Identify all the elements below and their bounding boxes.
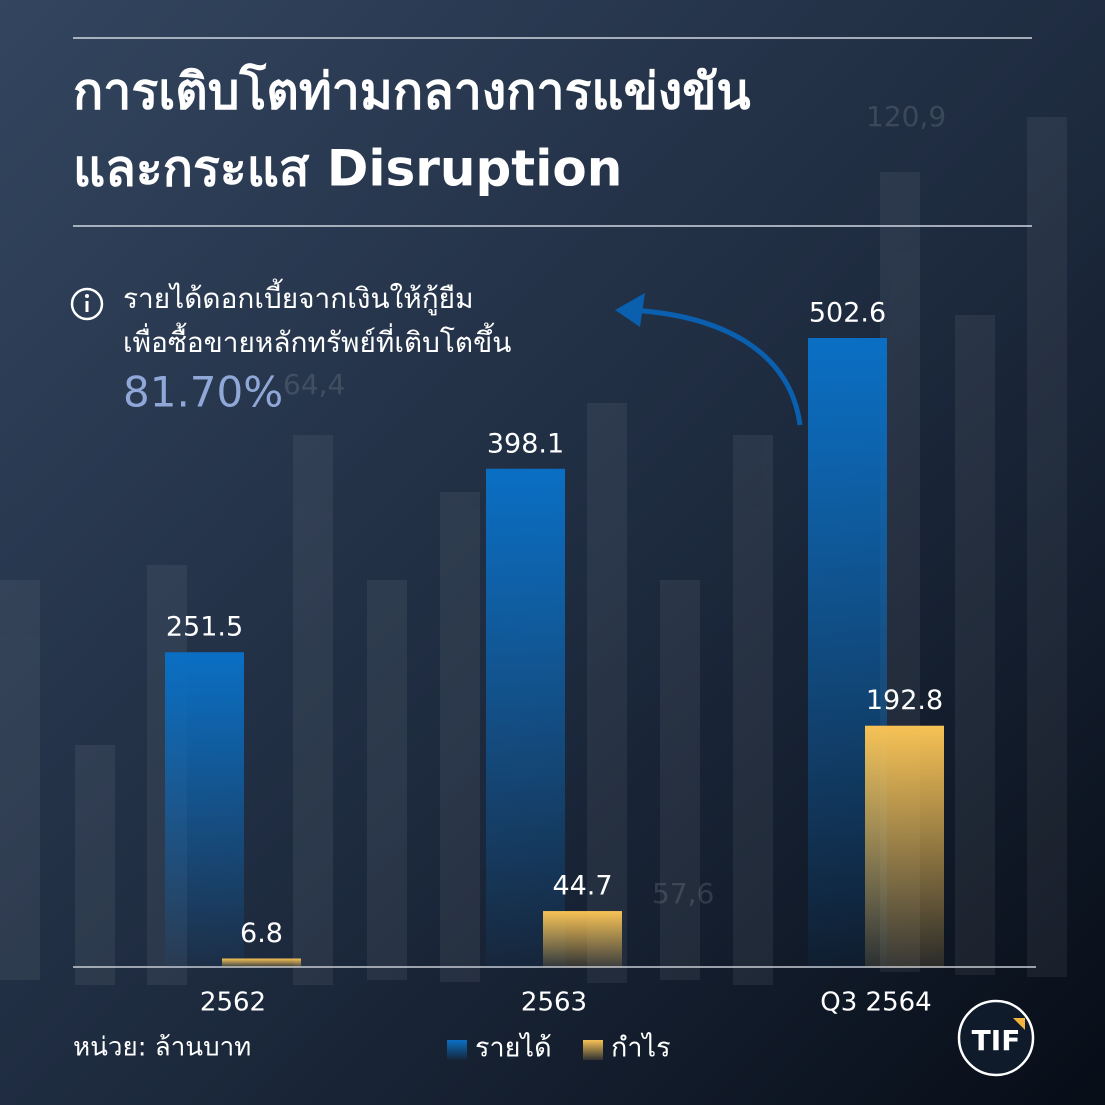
- arrow-head: [615, 293, 645, 327]
- bar: [486, 468, 565, 967]
- legend-swatch: [447, 1040, 467, 1060]
- bar: [222, 958, 301, 967]
- logo-text: TIF: [972, 1024, 1021, 1057]
- value-label: 502.6: [809, 297, 886, 328]
- x-tick-label: 2563: [521, 988, 587, 1018]
- decor-label: 120,9: [866, 100, 946, 133]
- x-tick-label: Q3 2564: [820, 988, 931, 1018]
- value-label: 192.8: [866, 685, 943, 716]
- value-label: 6.8: [240, 918, 283, 949]
- annotation-value: 81.70%: [123, 368, 283, 417]
- info-icon: [85, 294, 89, 298]
- legend-label: รายได้: [475, 1033, 552, 1064]
- decor-label: 57,6: [652, 877, 714, 910]
- bar: [165, 652, 244, 967]
- value-label: 251.5: [166, 612, 243, 643]
- decor-label: 64,4: [283, 368, 345, 401]
- legend-swatch: [583, 1040, 603, 1060]
- annotation: เพื่อซื้อขายหลักทรัพย์ที่เติบโตขึ้น: [123, 322, 511, 359]
- arrow: [629, 307, 803, 426]
- info-icon: [85, 301, 89, 312]
- info-icon: [70, 287, 104, 321]
- value-label: 44.7: [552, 871, 612, 902]
- x-tick-label: 2562: [200, 988, 266, 1018]
- annotation: รายได้ดอกเบี้ยจากเงินให้กู้ยืม: [123, 278, 474, 316]
- bar: [543, 911, 622, 967]
- chart-title: และกระแส Disruption: [73, 140, 622, 198]
- logo-accent: [1013, 1018, 1025, 1030]
- chart-title: การเติบโตท่ามกลางการแข่งขัน: [73, 62, 751, 121]
- legend-label: กำไร: [611, 1033, 671, 1064]
- value-label: 398.1: [487, 428, 564, 459]
- bar: [865, 725, 944, 967]
- unit-label: หน่วย: ล้านบาท: [73, 1033, 251, 1063]
